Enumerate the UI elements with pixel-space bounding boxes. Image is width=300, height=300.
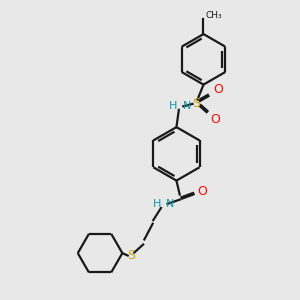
Text: H: H <box>153 200 162 209</box>
Text: O: O <box>211 113 220 126</box>
Text: S: S <box>127 249 135 262</box>
Text: CH₃: CH₃ <box>206 11 222 20</box>
Text: N: N <box>166 200 174 209</box>
Text: O: O <box>213 83 223 96</box>
Text: S: S <box>192 98 200 110</box>
Text: O: O <box>198 184 208 197</box>
Text: N: N <box>182 101 191 111</box>
Text: H: H <box>169 101 177 111</box>
